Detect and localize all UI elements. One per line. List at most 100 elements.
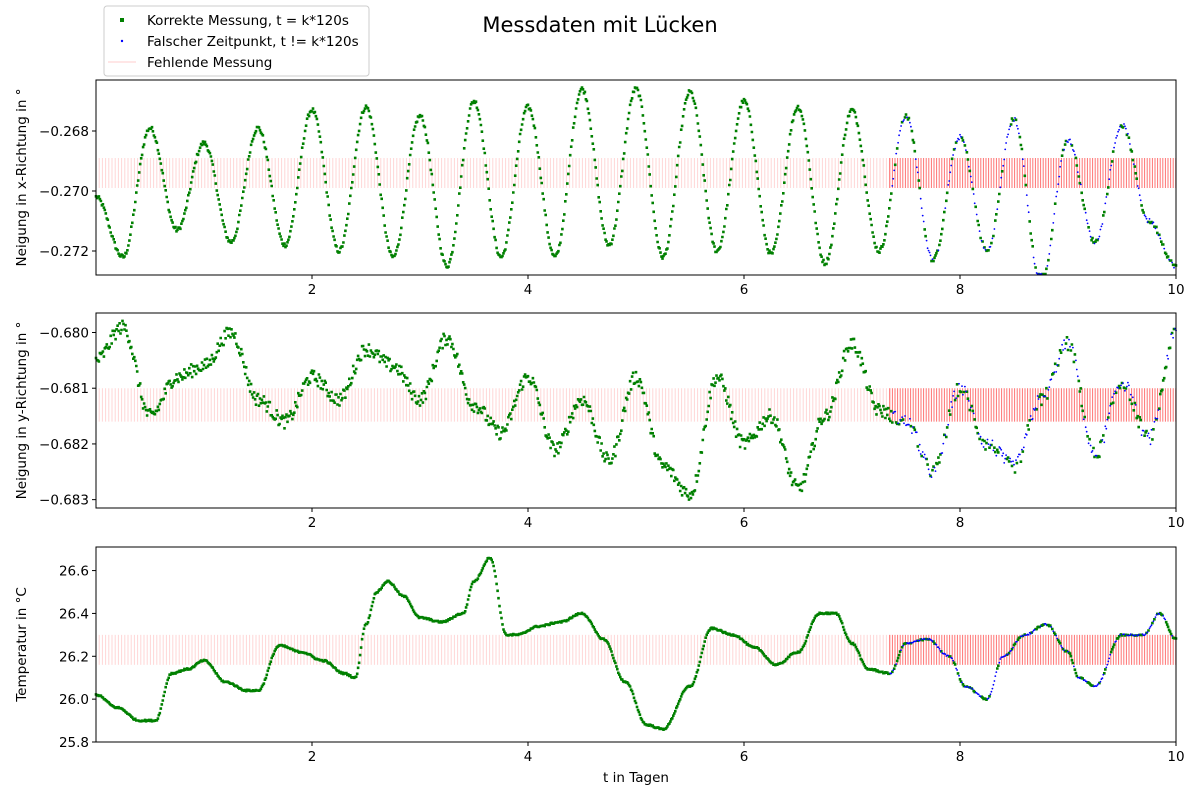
data-point-wrong-time	[893, 169, 896, 172]
data-point-wrong-time	[892, 412, 895, 414]
data-point-wrong-time	[915, 431, 918, 434]
data-point-wrong-time	[1033, 628, 1036, 631]
data-point-wrong-time	[908, 423, 910, 426]
data-point-wrong-time	[1069, 345, 1071, 348]
data-point-wrong-time	[1168, 258, 1170, 261]
data-point-wrong-time	[1012, 460, 1014, 463]
data-point-wrong-time	[998, 446, 1001, 448]
data-point-wrong-time	[1058, 175, 1061, 178]
data-point-wrong-time	[1113, 146, 1115, 149]
data-point-wrong-time	[951, 657, 953, 660]
data-point-wrong-time	[895, 152, 898, 155]
data-point-wrong-time	[1150, 428, 1153, 431]
data-point-wrong-time	[1085, 430, 1088, 433]
data-point-wrong-time	[1072, 346, 1074, 349]
data-point-wrong-time	[977, 693, 980, 696]
data-point-wrong-time	[925, 239, 928, 242]
data-point-wrong-time	[1085, 219, 1088, 222]
data-point-wrong-time	[1105, 196, 1108, 198]
data-point-wrong-time	[1009, 125, 1011, 128]
data-point-wrong-time	[1072, 149, 1074, 151]
data-point-wrong-time	[1152, 620, 1155, 623]
data-point-wrong-time	[899, 129, 901, 132]
data-point-wrong-time	[1004, 148, 1007, 151]
data-point-wrong-time	[1047, 389, 1050, 391]
y-tick-label: 26.4	[59, 606, 89, 622]
data-point-wrong-time	[1099, 680, 1102, 683]
data-point-wrong-time	[915, 639, 918, 642]
data-point-wrong-time	[1073, 665, 1075, 668]
data-point-wrong-time	[972, 193, 975, 195]
data-point-wrong-time	[961, 385, 963, 387]
data-point-wrong-time	[934, 470, 937, 472]
data-point-wrong-time	[1101, 677, 1104, 679]
data-point-wrong-time	[967, 165, 970, 168]
data-point-wrong-time	[970, 181, 973, 184]
y-axis-label: Neigung in y-Richtung in °	[14, 322, 30, 500]
data-point-wrong-time	[927, 468, 930, 471]
data-point-wrong-time	[999, 186, 1002, 189]
data-point-wrong-time	[1164, 618, 1167, 621]
data-point-wrong-time	[1111, 396, 1114, 398]
y-tick-label: 26.2	[59, 649, 89, 665]
data-point-wrong-time	[939, 649, 942, 652]
axes-frame	[95, 79, 1177, 276]
data-point-wrong-time	[900, 649, 902, 651]
data-point-wrong-time	[1019, 453, 1021, 456]
data-point-wrong-time	[1146, 221, 1149, 224]
data-point-wrong-time	[1118, 128, 1120, 131]
data-point-wrong-time	[892, 177, 895, 180]
data-point-wrong-time	[920, 638, 923, 641]
y-tick-label: −0.681	[39, 381, 89, 397]
data-point-wrong-time	[952, 395, 954, 397]
data-point-wrong-time	[1154, 227, 1157, 230]
legend-label: Korrekte Messung, t = k*120s	[147, 13, 349, 29]
data-point-wrong-time	[1154, 417, 1157, 420]
data-point-wrong-time	[1073, 150, 1075, 153]
legend-frame	[103, 5, 370, 77]
data-point-wrong-time	[1040, 273, 1043, 275]
data-point-wrong-time	[1022, 165, 1025, 168]
data-point-wrong-time	[1017, 127, 1019, 130]
data-point-wrong-time	[954, 147, 956, 150]
data-point-wrong-time	[953, 390, 955, 393]
data-point-wrong-time	[1000, 448, 1003, 451]
data-point-wrong-time	[952, 659, 954, 662]
data-point-wrong-time	[1039, 625, 1042, 628]
data-point-wrong-time	[955, 667, 957, 670]
data-point-wrong-time	[903, 422, 905, 425]
missing-region-dense	[889, 634, 1177, 665]
figure-title: Messdaten mit Lücken	[482, 13, 717, 37]
data-point-wrong-time	[1069, 138, 1071, 141]
data-point-wrong-time	[1061, 343, 1063, 346]
data-point-wrong-time	[931, 258, 934, 261]
data-point-wrong-time	[1100, 225, 1103, 228]
data-point-wrong-time	[1007, 133, 1009, 136]
data-point-wrong-time	[1085, 680, 1088, 683]
data-point-wrong-time	[902, 644, 904, 647]
x-tick-label: 4	[524, 515, 533, 531]
data-point-wrong-time	[965, 685, 967, 688]
data-point-wrong-time	[1097, 683, 1100, 685]
data-point-wrong-time	[920, 207, 923, 210]
data-points-correct	[94, 319, 1176, 501]
data-point-wrong-time	[931, 640, 934, 643]
data-point-wrong-time	[980, 239, 983, 242]
data-point-wrong-time	[1008, 128, 1010, 131]
data-point-wrong-time	[1159, 237, 1162, 240]
data-point-wrong-time	[955, 397, 957, 400]
data-point-wrong-time	[1134, 404, 1137, 406]
data-point-wrong-time	[903, 119, 905, 121]
data-point-wrong-time	[902, 120, 904, 123]
data-point-wrong-time	[1145, 217, 1148, 220]
data-point-wrong-time	[1074, 153, 1076, 156]
x-tick-label: 6	[740, 749, 749, 765]
data-point-wrong-time	[891, 185, 894, 187]
data-point-wrong-time	[1068, 338, 1070, 341]
data-point-wrong-time	[1141, 633, 1144, 635]
data-point-wrong-time	[1052, 630, 1055, 633]
data-point-wrong-time	[942, 442, 945, 445]
data-point-wrong-time	[1033, 262, 1036, 265]
data-point-wrong-time	[959, 133, 961, 136]
data-point-wrong-time	[986, 438, 989, 441]
